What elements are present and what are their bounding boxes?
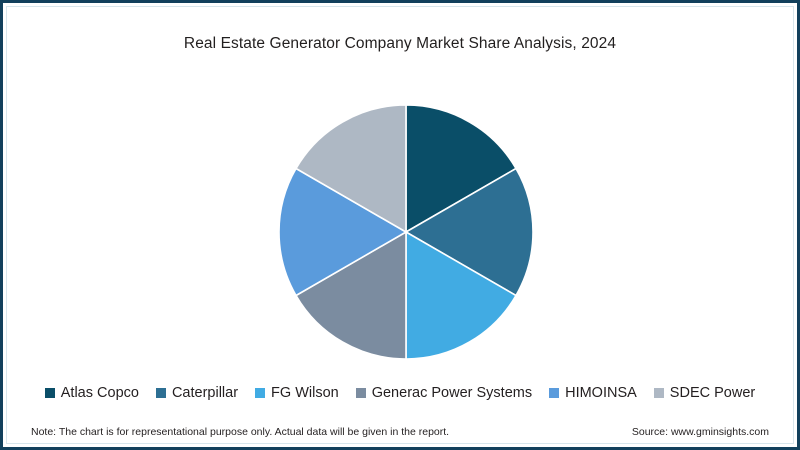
- source-text: Source: www.gminsights.com: [631, 426, 769, 438]
- legend-item[interactable]: HIMOINSA: [549, 386, 637, 401]
- page-title: Real Estate Generator Company Market Sha…: [183, 35, 617, 52]
- pie-slice[interactable]: [404, 167, 534, 297]
- legend-item[interactable]: SDEC Power: [653, 384, 756, 401]
- pie-chart: [277, 103, 535, 361]
- pie-slice[interactable]: [405, 104, 518, 234]
- legend-swatch-icon: [653, 388, 664, 398]
- pie-slice[interactable]: [405, 230, 518, 360]
- chart-footer: Note: The chart is for representational …: [31, 426, 769, 438]
- legend-item-label: Generac Power Systems: [371, 384, 533, 401]
- legend-swatch-icon: [355, 388, 366, 398]
- chart-legend: Atlas Copco Caterpillar FG Wilson Generac P…: [3, 381, 797, 405]
- pie-slice[interactable]: [294, 230, 407, 360]
- legend-item-label: Caterpillar: [171, 384, 239, 401]
- footnote-text: Note: The chart is for representational …: [31, 426, 450, 438]
- legend-item[interactable]: Generac Power Systems: [355, 384, 533, 401]
- pie-slice-group: [278, 104, 534, 360]
- pie-slice[interactable]: [294, 104, 407, 234]
- legend-item[interactable]: FG Wilson: [255, 386, 339, 401]
- legend-item-label: Atlas Copco: [60, 384, 139, 401]
- legend-item[interactable]: Atlas Copco: [44, 384, 139, 401]
- legend-swatch-icon: [44, 388, 55, 398]
- legend-item-label: FG Wilson: [271, 384, 339, 401]
- legend-item[interactable]: Caterpillar: [155, 384, 239, 401]
- pie-chart-svg: [278, 104, 534, 360]
- legend-swatch-icon: [255, 388, 266, 398]
- legend-swatch-icon: [155, 388, 166, 398]
- legend-swatch-icon: [549, 388, 560, 398]
- legend-item-label: SDEC Power: [669, 384, 756, 401]
- legend-item-label: HIMOINSA: [565, 384, 637, 401]
- pie-slice[interactable]: [278, 167, 408, 297]
